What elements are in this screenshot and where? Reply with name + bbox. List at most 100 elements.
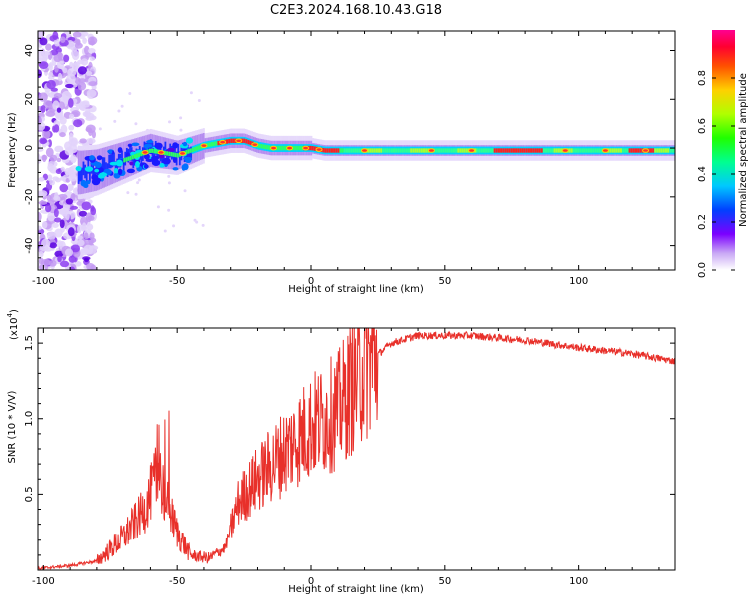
spectrogram-noise-cell	[38, 250, 44, 258]
spectrogram-peak	[193, 146, 196, 152]
spectrogram-blob	[91, 174, 99, 181]
spectrogram-noise-cell	[85, 70, 93, 76]
spectrogram-speck	[137, 178, 141, 182]
spectrogram-peak	[277, 145, 280, 151]
spectrogram-peak	[652, 148, 655, 153]
spectrogram-peak	[664, 148, 667, 153]
spectrogram-peak	[542, 148, 545, 153]
spectrogram-blob	[143, 153, 150, 160]
spectrogram-core	[140, 150, 143, 165]
spectrogram-peak	[153, 148, 156, 154]
spectrogram-blob	[135, 160, 140, 168]
spectrogram-noise-cell	[40, 258, 51, 267]
snr-y-tick-label: 1.0	[24, 411, 35, 427]
spectrogram-core	[95, 160, 98, 175]
spectrogram-peak	[557, 148, 560, 153]
spectrogram-speck	[179, 128, 183, 132]
spectrogram-core	[101, 157, 104, 171]
spectrogram-noise-cell	[56, 157, 62, 163]
spectrogram-peak	[136, 153, 139, 158]
spectrogram-x-tick-label: 50	[438, 276, 451, 287]
spectrogram-blob	[80, 179, 87, 187]
spectrogram-hotspot	[200, 143, 208, 148]
spectrogram-peak	[292, 145, 295, 151]
spectrogram-noise-cell	[86, 262, 95, 270]
spectrogram-peak	[440, 148, 443, 153]
spectrogram-hotspot	[251, 142, 259, 147]
spectrogram-speck	[167, 174, 171, 178]
spectrogram-peak	[313, 146, 316, 151]
spectrogram-noise-cell	[52, 176, 59, 181]
spectrogram-core	[167, 150, 170, 165]
spectrogram-peak	[420, 148, 423, 153]
spectrogram-peak	[198, 145, 201, 150]
spectrogram-peak	[350, 148, 353, 153]
spectrogram-blob	[84, 166, 94, 172]
spectrogram-peak	[515, 148, 518, 153]
spectrogram-noise-cell	[71, 50, 80, 61]
spectrogram-peak	[155, 149, 158, 154]
spectrogram-noise-cell	[59, 260, 70, 268]
spectrogram-hotspot	[157, 150, 165, 155]
spectrogram-noise-cell	[86, 223, 94, 231]
spectrogram-noise-cell	[84, 45, 90, 55]
spectrogram-noise-cell	[82, 37, 87, 44]
spectrogram-peak	[452, 148, 455, 153]
spectrogram-peak	[630, 148, 633, 153]
colorbar-tick-label: 0.8	[697, 70, 708, 86]
spectrogram-peak	[226, 139, 229, 144]
spectrogram-speck	[163, 229, 167, 233]
spectrogram-x-label: Height of straight line (km)	[288, 284, 424, 295]
spectrogram-noise-cell	[62, 67, 68, 74]
snr-x-tick-label: 100	[569, 576, 588, 587]
spectrogram-noise-cell	[88, 81, 98, 87]
spectrogram-peak	[356, 148, 359, 153]
spectrogram-noise-cell	[67, 98, 74, 108]
spectrogram-noise-cell	[38, 200, 48, 205]
spectrogram-peak	[414, 148, 417, 153]
spectrogram-peak	[390, 148, 393, 153]
spectrogram-noise-cell	[45, 147, 54, 158]
spectrogram-blob	[113, 167, 119, 174]
spectrogram-noise-cell	[91, 85, 97, 90]
spectrogram-peak	[523, 148, 526, 153]
spectrogram-x-tick-label: -100	[32, 276, 55, 287]
spectrogram-peak	[371, 148, 374, 153]
spectrogram-peak	[386, 148, 389, 153]
spectrogram-speck	[168, 120, 172, 124]
spectrogram-peak	[620, 148, 622, 153]
spectrogram-blob	[143, 164, 149, 169]
spectrogram-blob	[185, 137, 194, 144]
spectrogram-hotspot	[179, 151, 187, 156]
spectrogram-noise-cell	[38, 211, 42, 222]
spectrogram-noise-cell	[45, 43, 52, 51]
spectrogram-blob	[117, 168, 123, 176]
spectrogram-noise-cell	[90, 205, 95, 212]
spectrogram-peak	[660, 148, 663, 153]
spectrogram-peak	[673, 148, 675, 153]
spectrogram-blob	[181, 164, 186, 171]
spectrogram-peak	[196, 146, 199, 151]
spectrogram-peak	[228, 138, 231, 144]
spectrogram-noise-cell	[78, 210, 88, 217]
spectrogram-noise-cell	[53, 92, 63, 99]
spectrogram-peak	[215, 141, 218, 146]
spectrogram-core	[103, 157, 106, 172]
spectrogram-noise-cell	[81, 201, 92, 211]
spectrogram-noise-cell	[81, 101, 90, 108]
spectrogram-noise-cell	[80, 216, 88, 226]
spectrogram-noise-cell	[47, 211, 56, 222]
spectrogram-noise-cell	[81, 222, 87, 231]
spectrogram-blob	[99, 172, 108, 177]
spectrogram-noise-cell	[54, 250, 64, 258]
spectrogram-frame	[37, 30, 676, 271]
spectrogram-noise-cell	[38, 177, 45, 182]
spectrogram-y-tick-label: 0	[24, 145, 35, 151]
spectrogram-peak	[547, 148, 550, 153]
spectrogram-noise-cell	[63, 54, 70, 63]
spectrogram-noise-cell	[54, 145, 64, 153]
spectrogram-noise-cell	[52, 100, 60, 111]
spectrogram-noise-cell	[39, 264, 45, 270]
spectrogram-peak	[583, 148, 586, 153]
spectrogram-noise-cell	[57, 72, 63, 82]
